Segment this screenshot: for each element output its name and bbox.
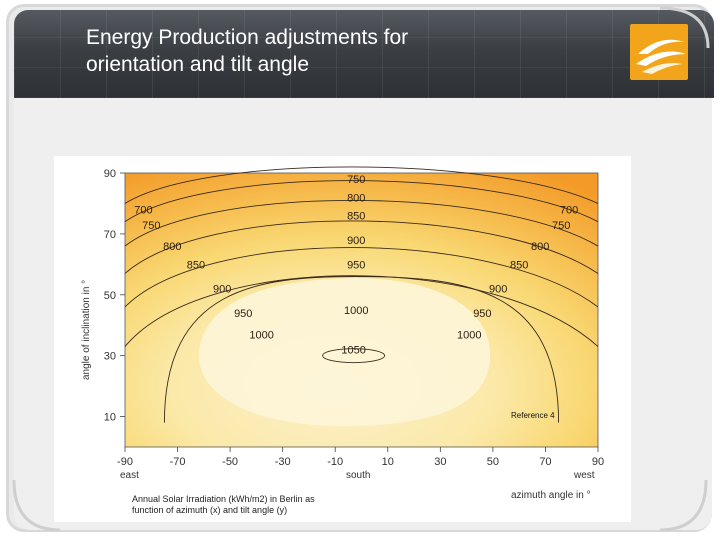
title-line-1: Energy Production adjustments for (86, 26, 409, 49)
chart-caption: Annual Solar Irradiation (kWh/m2) in Ber… (132, 494, 372, 516)
contour-label: 700 (134, 205, 152, 217)
contour-label: 1000 (457, 329, 481, 341)
x-tick-label: 10 (382, 456, 394, 468)
contour-label: 900 (489, 284, 507, 296)
contour-label: 950 (234, 308, 252, 320)
contour-label: 1000 (344, 305, 368, 317)
contour-line-950 (124, 275, 599, 347)
contour-line-1050 (322, 348, 386, 364)
x-tick-label: 70 (539, 456, 551, 468)
contour-label: 1000 (249, 329, 273, 341)
caption-line-1: Annual Solar Irradiation (kWh/m2) in Ber… (132, 494, 315, 504)
contour-label: 850 (347, 211, 365, 223)
reference-note: Reference 4 (511, 411, 555, 420)
solar-swoosh-logo-icon (630, 24, 688, 80)
x-tick-label: -10 (327, 456, 343, 468)
y-tick-label: 30 (104, 351, 116, 363)
contour-line-900 (124, 247, 599, 308)
y-tick-label: 90 (104, 168, 116, 180)
contour-line-700 (124, 166, 599, 204)
x-tick-label: 50 (487, 456, 499, 468)
contour-line-1000 (163, 276, 560, 423)
x-dir-east: east (120, 470, 139, 481)
y-tick-label: 50 (104, 290, 116, 302)
contour-label: 950 (347, 259, 365, 271)
contour-label: 750 (347, 174, 365, 186)
contour-label: 900 (213, 284, 231, 296)
y-tick-label: 70 (104, 229, 116, 241)
chart-container: 750 800 850 900 950 1000 1050 700 750 800 850 900 95… (54, 156, 631, 522)
header-bar (14, 10, 714, 98)
y-axis-label: angle of inclination in ° (81, 280, 92, 380)
caption-line-2: function of azimuth (x) and tilt angle (… (132, 505, 288, 515)
contour-label: 800 (163, 241, 181, 253)
x-axis-label: azimuth angle in ° (511, 490, 591, 501)
slide-title: Energy Production adjustments for orient… (86, 24, 546, 78)
contour-chart: 7508008509009501000105070075080085090095… (81, 166, 604, 501)
contour-1000-region (198, 278, 491, 427)
solar-panel-background (14, 10, 714, 98)
x-tick-label: -50 (222, 456, 238, 468)
x-dir-south: south (346, 470, 370, 481)
contour-label: 700 (560, 205, 578, 217)
contour-label: 750 (142, 220, 160, 232)
contour-label: 1050 (341, 345, 365, 357)
x-tick-label: -30 (275, 456, 291, 468)
logo-swoosh-graphic (636, 39, 686, 74)
y-tick-label: 10 (104, 412, 116, 424)
contour-label: 950 (473, 308, 491, 320)
x-tick-label: -70 (170, 456, 186, 468)
title-line-2: orientation and tilt angle (86, 53, 309, 76)
contour-label: 850 (510, 259, 528, 271)
contour-lines (124, 166, 599, 423)
contour-label: 900 (347, 235, 365, 247)
contour-line-800 (124, 200, 599, 247)
contour-line-850 (124, 220, 599, 274)
contour-label: 850 (187, 259, 205, 271)
x-axis-ticks: -90 -70 -50 -30 -10 10 30 50 70 90 (117, 447, 604, 468)
y-axis-ticks: 10 30 50 70 90 (104, 168, 125, 424)
x-tick-label: -90 (117, 456, 133, 468)
contour-line-750 (124, 180, 599, 223)
x-dir-west: west (573, 470, 595, 481)
x-tick-label: 30 (434, 456, 446, 468)
x-tick-label: 90 (592, 456, 604, 468)
contour-label: 800 (347, 192, 365, 204)
contour-labels: 7508008509009501000105070075080085090095… (134, 174, 578, 356)
contour-label: 750 (552, 220, 570, 232)
contour-label: 800 (531, 241, 549, 253)
